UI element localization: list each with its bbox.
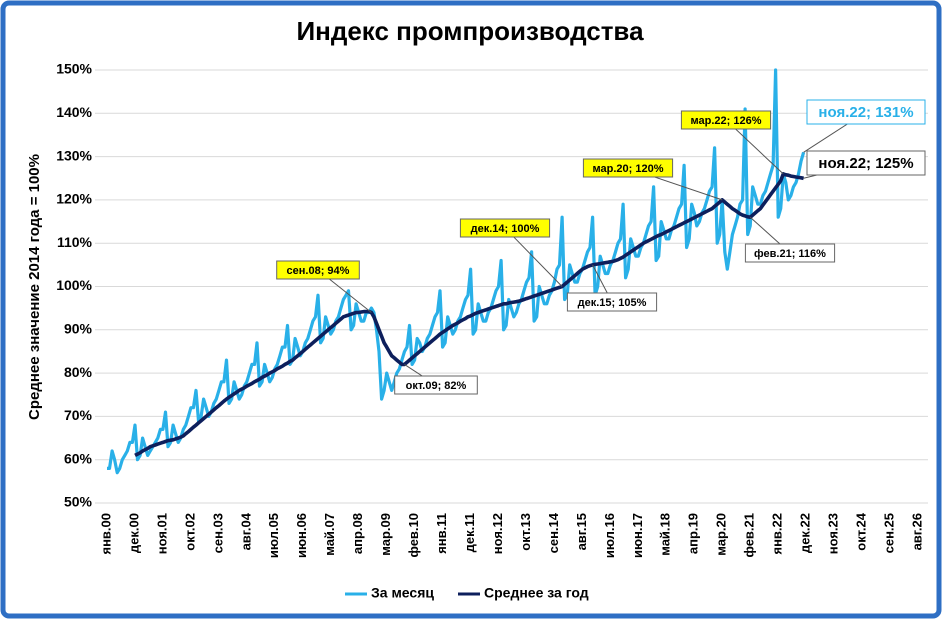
x-tick-label: янв.11 <box>434 513 449 554</box>
x-tick-label: апр.19 <box>686 513 701 554</box>
x-tick-label: апр.08 <box>350 513 365 554</box>
x-tick-label: окт.24 <box>854 512 869 551</box>
x-tick-label: янв.22 <box>770 513 785 555</box>
legend-label: Среднее за год <box>484 585 589 601</box>
y-tick-label: 120% <box>56 191 92 207</box>
y-tick-label: 150% <box>56 61 92 77</box>
x-tick-label: май.18 <box>658 513 673 556</box>
x-tick-label: сен.03 <box>210 513 225 553</box>
annotation-box <box>744 243 836 263</box>
y-axis-label: Среднее значение 2014 года = 100% <box>26 154 43 420</box>
x-tick-label: сен.14 <box>546 512 561 553</box>
annotation-text: ноя.22; 131% <box>818 104 913 121</box>
y-tick-label: 80% <box>64 364 93 380</box>
x-tick-label: окт.13 <box>518 513 533 551</box>
x-tick-label: янв.00 <box>98 513 113 555</box>
chart-title: Индекс промпроизводства <box>296 16 644 46</box>
x-tick-label: фев.21 <box>742 513 757 558</box>
x-tick-label: сен.25 <box>881 513 896 553</box>
x-tick-label: дек.11 <box>462 513 477 552</box>
annotation-text: ноя.22; 125% <box>818 155 913 172</box>
x-tick-label: ноя.12 <box>490 513 505 554</box>
x-tick-label: ноя.23 <box>826 513 841 554</box>
y-tick-label: 70% <box>64 407 93 423</box>
legend-label: За месяц <box>371 585 434 601</box>
annotation-text: сен.08; 94% <box>287 265 350 277</box>
x-tick-label: окт.02 <box>182 513 197 551</box>
x-tick-label: авг.04 <box>238 512 253 550</box>
x-tick-label: июл.16 <box>602 513 617 558</box>
series-line <box>107 68 806 475</box>
x-tick-label: май.07 <box>322 513 337 556</box>
x-tick-label: мар.09 <box>378 513 393 556</box>
annotation-leader <box>504 227 563 287</box>
annotation-text: фев.21; 116% <box>754 248 826 260</box>
annotation-box <box>582 158 674 178</box>
x-tick-label: авг.26 <box>909 513 924 550</box>
annotation-box <box>806 99 926 125</box>
x-tick-label: авг.15 <box>574 513 589 550</box>
annotation-box <box>680 110 772 130</box>
x-tick-label: ноя.01 <box>154 513 169 554</box>
annotation-box <box>806 150 926 176</box>
annotation-box <box>394 375 478 395</box>
x-tick-label: дек.00 <box>126 513 141 553</box>
x-tick-label: июл.05 <box>266 513 281 558</box>
annotation-text: дек.15; 105% <box>578 297 647 309</box>
annotation-text: окт.09; 82% <box>406 380 467 392</box>
series-line <box>134 172 804 457</box>
annotation-text: мар.20; 120% <box>593 163 664 175</box>
y-tick-label: 140% <box>56 104 92 120</box>
x-tick-label: мар.20 <box>714 513 729 556</box>
y-tick-label: 110% <box>57 234 93 250</box>
annotation-box <box>566 292 658 312</box>
x-tick-label: июн.17 <box>630 513 645 558</box>
annotation-text: мар.22; 126% <box>691 115 762 127</box>
y-tick-label: 130% <box>56 147 92 163</box>
x-tick-label: дек.22 <box>798 513 813 553</box>
annotation-text: дек.14; 100% <box>471 223 540 235</box>
y-tick-label: 90% <box>64 321 93 337</box>
y-tick-label: 50% <box>64 494 93 510</box>
annotation-box <box>276 260 360 280</box>
y-tick-label: 100% <box>56 277 92 293</box>
annotation-box <box>459 218 551 238</box>
x-tick-label: июн.06 <box>294 513 309 558</box>
x-tick-label: фев.10 <box>406 513 421 558</box>
y-tick-label: 60% <box>64 450 93 466</box>
